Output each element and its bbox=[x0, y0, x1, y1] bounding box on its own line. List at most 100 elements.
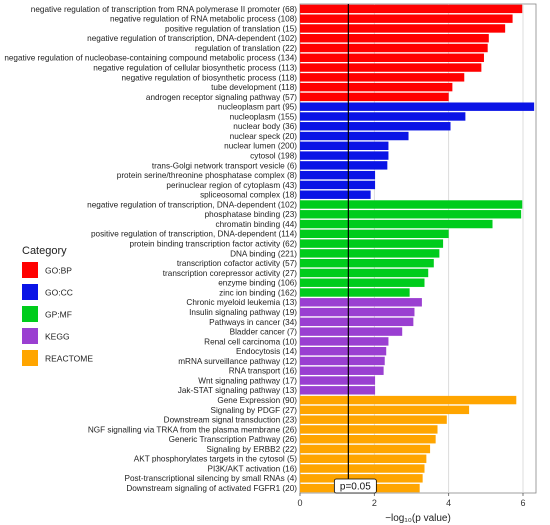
y-tick-label: negative regulation of transcription, DN… bbox=[87, 34, 297, 43]
bar bbox=[300, 435, 436, 444]
bar bbox=[300, 337, 389, 346]
y-tick-label: nuclear speck (20) bbox=[230, 132, 298, 141]
legend-swatch bbox=[22, 328, 38, 344]
y-tick-label: Pathways in cancer (34) bbox=[209, 318, 297, 327]
y-tick-label: Insulin signaling pathway (19) bbox=[189, 308, 297, 317]
bar bbox=[300, 258, 434, 268]
y-tick-label: nucleoplasm part (95) bbox=[218, 103, 297, 112]
bar bbox=[300, 200, 523, 209]
bar bbox=[300, 190, 371, 199]
y-tick-label: Renal cell carcinoma (10) bbox=[204, 337, 297, 346]
legend: Category GO:BP GO:CC GP:MF KEGG REACTOME bbox=[22, 245, 93, 366]
x-axis-label: −log₁₀(p value) bbox=[385, 513, 451, 524]
x-tick-label: 0 bbox=[297, 498, 302, 508]
legend-entry: GP:MF bbox=[45, 310, 72, 320]
legend-swatch bbox=[22, 262, 38, 278]
y-tick-label: spliceosomal complex (18) bbox=[200, 191, 297, 200]
bar bbox=[300, 131, 409, 141]
x-tick-label: 6 bbox=[520, 498, 525, 508]
bar bbox=[300, 298, 422, 307]
x-ticks-group: 0 2 4 6 bbox=[297, 493, 525, 508]
bar bbox=[300, 122, 451, 131]
threshold-annotation: p=0.05 bbox=[333, 478, 377, 494]
y-tick-label: Generic Transcription Pathway (26) bbox=[169, 435, 298, 444]
y-tick-label: RNA transport (16) bbox=[229, 367, 298, 376]
bar bbox=[300, 161, 388, 170]
bar bbox=[300, 141, 389, 151]
y-tick-label: negative regulation of transcription, DN… bbox=[87, 200, 297, 209]
legend-swatch bbox=[22, 306, 38, 322]
bar bbox=[300, 63, 482, 72]
bar bbox=[300, 405, 470, 415]
threshold-label: p=0.05 bbox=[340, 482, 371, 493]
bar bbox=[300, 317, 414, 327]
y-tick-label: nuclear body (36) bbox=[233, 122, 297, 131]
y-tick-label: Downstream signal transduction (23) bbox=[164, 416, 298, 425]
bar bbox=[300, 82, 453, 92]
y-tick-label: Signaling by ERBB2 (22) bbox=[206, 445, 297, 454]
bar bbox=[300, 229, 449, 239]
x-tick-label: 4 bbox=[446, 498, 451, 508]
threshold-label-box bbox=[333, 478, 377, 494]
legend-swatch bbox=[22, 284, 38, 300]
bars-group bbox=[300, 4, 535, 493]
bar bbox=[300, 43, 488, 53]
bar bbox=[300, 366, 384, 375]
y-tick-label: Jak-STAT signaling pathway (13) bbox=[178, 386, 297, 395]
legend-entry: GO:BP bbox=[45, 266, 72, 276]
y-tick-label: PI3K/AKT activation (16) bbox=[208, 464, 298, 473]
y-tick-label: perinuclear region of cytoplasm (43) bbox=[166, 181, 297, 190]
bar bbox=[300, 268, 429, 278]
y-tick-label: Wnt signaling pathway (17) bbox=[198, 376, 297, 385]
bar bbox=[300, 112, 466, 121]
bar bbox=[300, 92, 449, 102]
bar bbox=[300, 376, 376, 385]
bar bbox=[300, 14, 513, 23]
y-labels-group: negative regulation of transcription fro… bbox=[4, 5, 297, 493]
bar bbox=[300, 170, 376, 180]
bar bbox=[300, 327, 403, 336]
bar bbox=[300, 454, 427, 463]
y-tick-label: positive regulation of translation (15) bbox=[165, 24, 297, 33]
y-tick-label: zinc ion binding (162) bbox=[219, 288, 297, 297]
y-tick-label: Signaling by PDGF (27) bbox=[211, 406, 298, 415]
legend-title: Category bbox=[22, 245, 67, 257]
y-tick-label: nuclear lumen (200) bbox=[224, 142, 297, 151]
y-tick-label: Bladder cancer (7) bbox=[230, 328, 298, 337]
y-tick-label: DNA binding (221) bbox=[230, 249, 297, 258]
y-tick-label: negative regulation of nucleobase-contai… bbox=[4, 54, 297, 63]
y-tick-label: cytosol (198) bbox=[250, 151, 297, 160]
bar bbox=[300, 278, 425, 287]
bar bbox=[300, 102, 535, 111]
bar bbox=[300, 53, 484, 62]
bar bbox=[300, 444, 431, 454]
legend-swatch bbox=[22, 350, 38, 366]
bar bbox=[300, 395, 517, 405]
y-tick-label: negative regulation of cellular biosynth… bbox=[93, 63, 297, 72]
y-tick-label: positive regulation of transcription, DN… bbox=[91, 230, 297, 239]
y-tick-label: Post-transcriptional silencing by small … bbox=[125, 474, 298, 483]
legend-entry: KEGG bbox=[45, 332, 70, 342]
y-tick-label: nucleoplasm (155) bbox=[230, 112, 298, 121]
bar bbox=[300, 307, 415, 317]
y-tick-label: AKT phosphorylates targets in the cytoso… bbox=[134, 455, 297, 464]
x-tick-label: 2 bbox=[372, 498, 377, 508]
bar bbox=[300, 346, 387, 356]
y-tick-label: tube development (118) bbox=[211, 83, 297, 92]
y-tick-label: negative regulation of biosynthetic proc… bbox=[121, 73, 297, 82]
bar bbox=[300, 464, 425, 473]
y-tick-label: chromatin binding (44) bbox=[216, 220, 298, 229]
y-tick-label: protein binding transcription factor act… bbox=[130, 240, 298, 249]
bar bbox=[300, 425, 438, 434]
y-tick-label: Chronic myeloid leukemia (13) bbox=[186, 298, 297, 307]
bar bbox=[300, 415, 447, 424]
y-tick-label: Gene Expression (90) bbox=[217, 396, 297, 405]
bar bbox=[300, 288, 410, 297]
bar bbox=[300, 73, 465, 82]
y-tick-label: androgen receptor signaling pathway (57) bbox=[146, 93, 297, 102]
bar bbox=[300, 239, 444, 248]
bar bbox=[300, 151, 389, 160]
bar bbox=[300, 210, 522, 219]
bar bbox=[300, 34, 489, 43]
